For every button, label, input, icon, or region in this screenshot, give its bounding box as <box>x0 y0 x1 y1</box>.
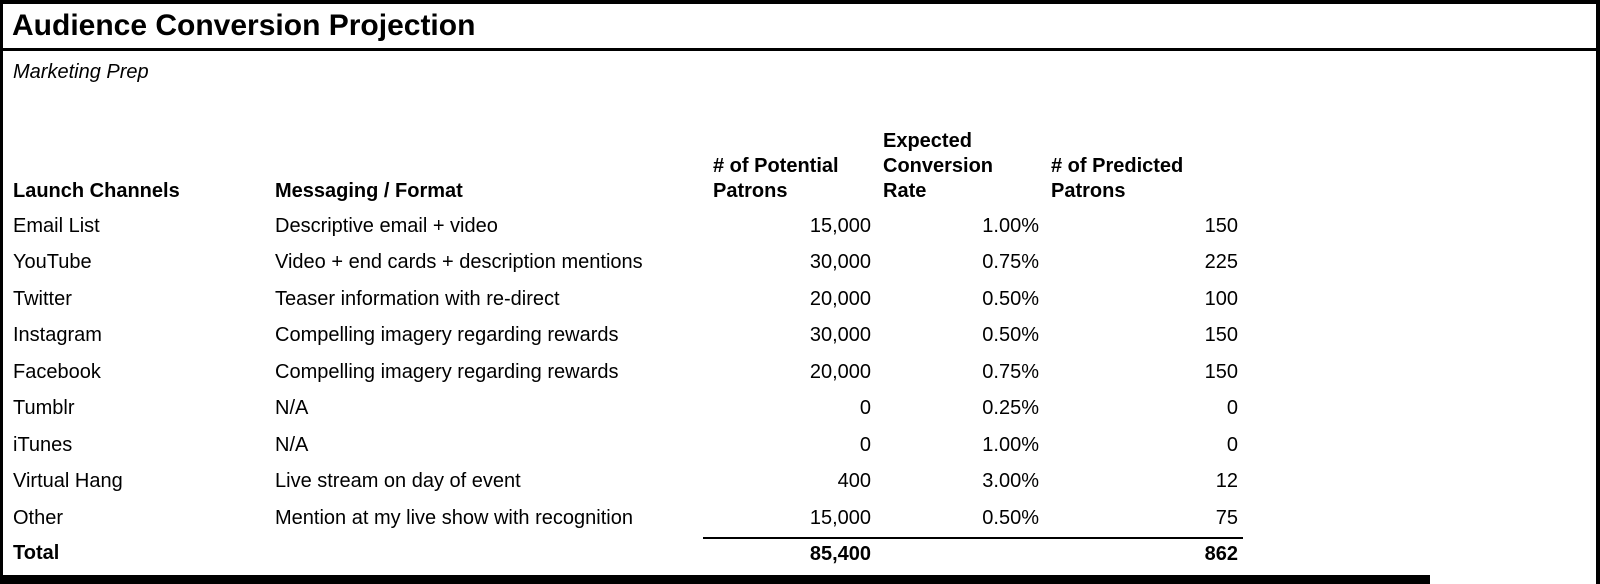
title-bar: Audience Conversion Projection <box>3 4 1596 51</box>
messaging-cell: Compelling imagery regarding rewards <box>275 324 619 347</box>
messaging-cell: N/A <box>275 397 309 420</box>
predicted-patrons-cell: 100 <box>1204 287 1238 310</box>
page-subtitle: Marketing Prep <box>13 61 149 83</box>
predicted-patrons-cell: 225 <box>1204 251 1238 274</box>
conversion-rate-cell: 0.50% <box>982 324 1039 347</box>
page-title: Audience Conversion Projection <box>12 9 476 42</box>
conversion-rate-cell: 0.50% <box>982 506 1039 529</box>
total-messaging-empty <box>275 537 703 571</box>
potential-patrons-cell: 20,000 <box>809 360 871 383</box>
conversion-rate-cell: 3.00% <box>982 470 1039 493</box>
conversion-rate-cell: 0.75% <box>982 360 1039 383</box>
channel-cell: Email List <box>13 214 100 237</box>
channel-cell: Facebook <box>13 360 101 383</box>
col-header-conversion-rate: Expected Conversion Rate <box>883 130 994 202</box>
conversion-projection-table: Launch Channels Messaging / Format # of … <box>11 116 1243 571</box>
messaging-cell: N/A <box>275 433 309 456</box>
potential-patrons-cell: 30,000 <box>809 324 871 347</box>
channel-cell: Other <box>13 506 64 529</box>
predicted-patrons-cell: 150 <box>1204 214 1238 237</box>
total-potential-patrons: 85,400 <box>703 536 881 571</box>
messaging-cell: Mention at my live show with recognition <box>275 506 633 529</box>
predicted-patrons-cell: 0 <box>1226 433 1238 456</box>
predicted-patrons-cell: 150 <box>1204 360 1238 383</box>
channel-cell: Tumblr <box>13 397 75 420</box>
conversion-rate-cell: 0.25% <box>982 397 1039 420</box>
messaging-cell: Live stream on day of event <box>275 470 521 493</box>
channel-cell: Twitter <box>13 287 72 310</box>
channel-cell: Virtual Hang <box>13 470 123 493</box>
messaging-cell: Descriptive email + video <box>275 214 498 237</box>
potential-patrons-cell: 0 <box>859 433 871 456</box>
predicted-patrons-cell: 0 <box>1226 397 1238 420</box>
col-header-messaging-format: Messaging / Format <box>275 180 463 202</box>
potential-patrons-cell: 15,000 <box>809 506 871 529</box>
messaging-cell: Compelling imagery regarding rewards <box>275 360 619 383</box>
col-header-predicted-patrons: # of Predicted Patrons <box>1051 155 1184 202</box>
conversion-rate-cell: 1.00% <box>982 433 1039 456</box>
potential-patrons-cell: 30,000 <box>809 251 871 274</box>
total-predicted-patrons: 862 <box>1051 536 1243 571</box>
messaging-cell: Video + end cards + description mentions <box>275 251 643 274</box>
col-header-potential-patrons: # of Potential Patrons <box>713 155 839 202</box>
predicted-patrons-cell: 12 <box>1215 470 1238 493</box>
predicted-patrons-cell: 150 <box>1204 324 1238 347</box>
predicted-patrons-cell: 75 <box>1215 506 1238 529</box>
conversion-rate-cell: 0.75% <box>982 251 1039 274</box>
potential-patrons-cell: 15,000 <box>809 214 871 237</box>
channel-cell: iTunes <box>13 433 73 456</box>
potential-patrons-cell: 0 <box>859 397 871 420</box>
bottom-border <box>3 575 1430 584</box>
conversion-rate-cell: 0.50% <box>982 287 1039 310</box>
conversion-rate-cell: 1.00% <box>982 214 1039 237</box>
potential-patrons-cell: 20,000 <box>809 287 871 310</box>
col-header-launch-channels: Launch Channels <box>13 180 180 202</box>
messaging-cell: Teaser information with re-direct <box>275 287 560 310</box>
channel-cell: YouTube <box>13 251 92 274</box>
channel-cell: Instagram <box>13 324 102 347</box>
potential-patrons-cell: 400 <box>837 470 871 493</box>
total-label: Total <box>13 542 60 564</box>
total-rate-empty <box>881 536 1051 571</box>
